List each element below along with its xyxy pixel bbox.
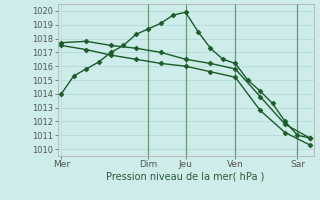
X-axis label: Pression niveau de la mer( hPa ): Pression niveau de la mer( hPa ) bbox=[107, 172, 265, 182]
